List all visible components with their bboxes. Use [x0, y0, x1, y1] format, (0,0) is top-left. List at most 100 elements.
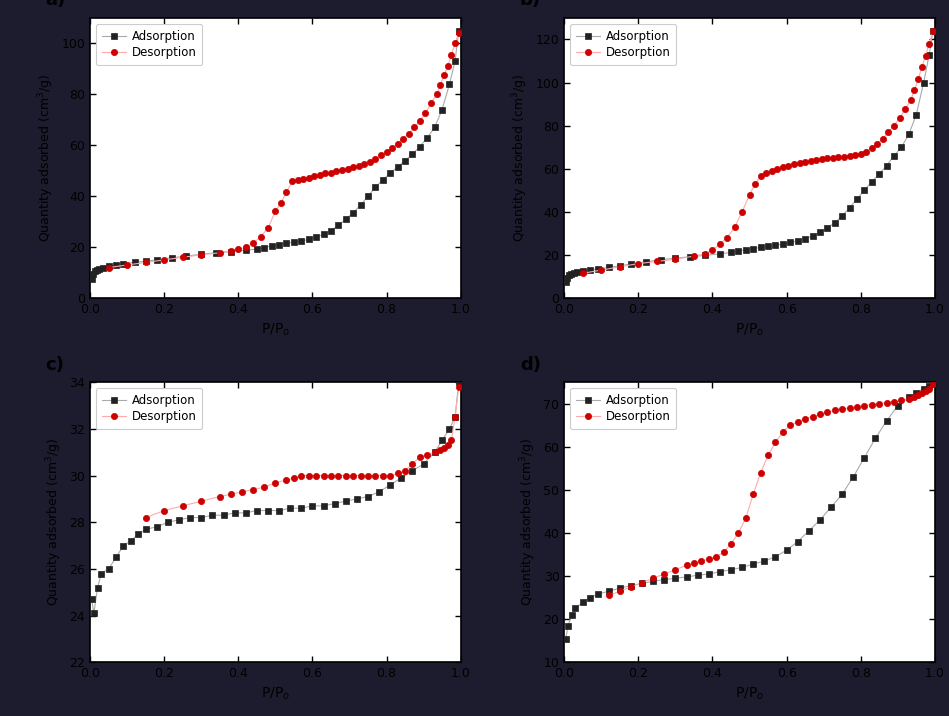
Adsorption: [414, 142, 425, 151]
Line: Desorption: Desorption: [105, 30, 462, 271]
Adsorption: [351, 495, 363, 503]
Line: Adsorption: Adsorption: [563, 28, 936, 285]
Desorption: [347, 163, 359, 172]
Desorption: [805, 157, 816, 165]
Adsorption: [211, 248, 222, 257]
Text: b): b): [520, 0, 541, 9]
Desorption: [750, 180, 761, 188]
Adsorption: [303, 235, 314, 243]
Adsorption: [453, 378, 464, 387]
Desorption: [725, 539, 736, 548]
Adsorption: [307, 502, 318, 511]
Desorption: [370, 471, 381, 480]
Desorption: [381, 147, 392, 156]
Adsorption: [125, 536, 137, 545]
Desorption: [651, 257, 662, 266]
Adsorption: [429, 448, 440, 457]
Desorption: [248, 485, 259, 494]
Adsorption: [288, 238, 300, 246]
Adsorption: [285, 504, 296, 513]
Adsorption: [892, 402, 903, 410]
Adsorption: [881, 161, 892, 170]
Adsorption: [384, 480, 396, 489]
Adsorption: [740, 246, 752, 254]
Adsorption: [195, 513, 207, 522]
Adsorption: [318, 230, 329, 238]
Adsorption: [195, 250, 207, 258]
Desorption: [214, 492, 226, 500]
Desorption: [421, 450, 433, 459]
Adsorption: [918, 384, 929, 393]
Desorption: [794, 159, 806, 168]
Desorption: [318, 471, 329, 480]
Desorption: [342, 165, 353, 173]
Adsorption: [96, 569, 107, 578]
Desorption: [733, 528, 744, 537]
Adsorption: [449, 413, 460, 422]
Adsorption: [585, 594, 596, 602]
Adsorption: [903, 130, 915, 139]
Desorption: [414, 453, 425, 461]
Desorption: [177, 502, 189, 511]
Y-axis label: Quantity adsorbed (cm$^3$/g): Quantity adsorbed (cm$^3$/g): [518, 438, 538, 606]
Desorption: [326, 471, 337, 480]
Desorption: [449, 413, 460, 422]
Desorption: [158, 256, 170, 264]
Desorption: [453, 29, 464, 37]
Adsorption: [577, 598, 588, 606]
Desorption: [281, 188, 292, 197]
Desorption: [446, 51, 457, 59]
Adsorption: [418, 460, 429, 468]
Desorption: [140, 513, 152, 522]
Desorption: [844, 152, 855, 160]
Adsorption: [363, 192, 374, 200]
Legend: Adsorption, Desorption: Adsorption, Desorption: [570, 24, 677, 65]
Adsorption: [566, 270, 577, 279]
Adsorption: [140, 257, 152, 266]
Adsorption: [866, 178, 878, 186]
Desorption: [881, 399, 892, 407]
Desorption: [303, 471, 314, 480]
Y-axis label: Quantity adsorbed (cm$^3$/g): Quantity adsorbed (cm$^3$/g): [45, 438, 64, 606]
Desorption: [310, 471, 322, 480]
Adsorption: [281, 239, 292, 248]
Desorption: [717, 548, 729, 556]
Adsorption: [262, 506, 273, 515]
Adsorption: [251, 245, 263, 253]
Desorption: [916, 63, 927, 72]
Desorption: [431, 90, 442, 99]
Adsorption: [799, 235, 810, 243]
Desorption: [442, 62, 454, 71]
Adsorption: [103, 262, 115, 271]
Adsorption: [659, 575, 670, 584]
Adsorption: [625, 581, 637, 590]
Adsorption: [603, 263, 614, 272]
Adsorption: [91, 266, 102, 274]
Desorption: [916, 389, 927, 397]
Desorption: [288, 473, 300, 482]
Adsorption: [429, 123, 440, 132]
Legend: Adsorption, Desorption: Adsorption, Desorption: [96, 388, 202, 430]
Adsorption: [725, 566, 736, 574]
Desorption: [363, 471, 374, 480]
Desorption: [614, 587, 625, 596]
Adsorption: [174, 516, 185, 524]
Adsorption: [927, 380, 939, 389]
Adsorption: [670, 574, 681, 583]
Desorption: [861, 147, 872, 156]
Adsorption: [859, 186, 870, 195]
Desorption: [836, 405, 847, 413]
Adsorption: [355, 200, 366, 209]
Text: c): c): [46, 356, 65, 374]
Desorption: [789, 160, 800, 169]
Adsorption: [748, 244, 759, 253]
Desorption: [353, 161, 364, 170]
Desorption: [377, 471, 388, 480]
Desorption: [347, 471, 359, 480]
Adsorption: [449, 57, 460, 65]
Desorption: [877, 135, 888, 143]
Adsorption: [785, 238, 796, 247]
Desorption: [435, 81, 446, 90]
Adsorption: [844, 203, 855, 212]
Desorption: [707, 246, 718, 254]
